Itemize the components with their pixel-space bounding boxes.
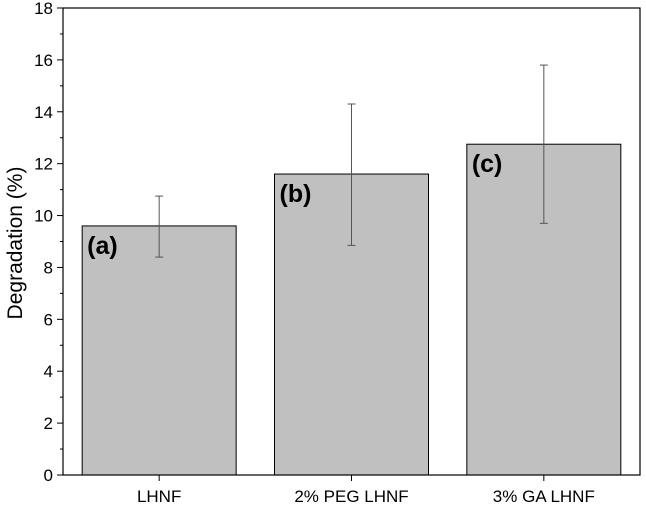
plot-frame [62,7,641,476]
y-tick-label: 12 [34,155,53,174]
x-tick-label: 2% PEG LHNF [294,487,408,506]
y-tick-label: 0 [44,466,53,485]
y-tick-label: 14 [34,103,53,122]
y-tick-label: 10 [34,207,53,226]
y-tick-label: 18 [34,0,53,18]
bar [81,225,237,476]
y-tick-label: 6 [44,310,53,329]
y-tick-label: 16 [34,51,53,70]
x-tick-label: LHNF [137,487,181,506]
bar-annotation: (c) [472,150,503,178]
y-axis-title: Degradation (%) [4,167,27,320]
plot-area: (a) LHNF (b) 2% PEG LHNF (c) 3% GA LHNF 0 2 4 6 8 1… [34,0,641,506]
y-tick-label: 2 [44,414,53,433]
bar-annotation: (a) [87,232,118,260]
y-tick-label: 4 [44,362,53,381]
bar-annotation: (b) [280,180,312,208]
y-tick-label: 8 [44,258,53,277]
x-tick-label: 3% GA LHNF [493,487,595,506]
